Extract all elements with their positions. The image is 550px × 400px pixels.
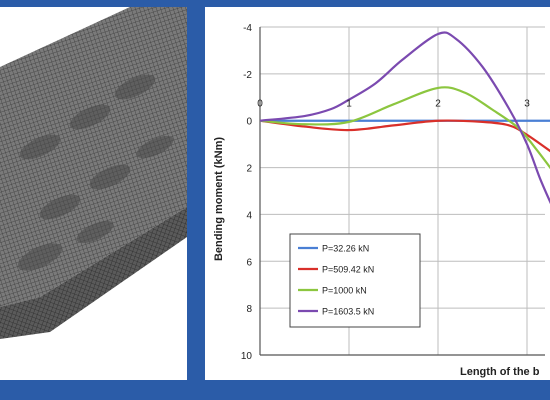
x-tick-label: 0 (257, 99, 263, 110)
x-tick-label: 3 (524, 99, 530, 110)
x-axis-title: Length of the b (460, 366, 540, 378)
y-tick-label: 0 (246, 117, 252, 128)
mesh-model-panel (0, 7, 187, 380)
y-tick-label: -2 (243, 70, 252, 81)
fe-mesh-model-image (0, 7, 187, 339)
x-tick-label: 1 (346, 99, 352, 110)
series-line-2 (260, 86, 550, 170)
legend-label: P=1000 kN (322, 286, 367, 296)
legend-label: P=1603.5 kN (322, 307, 374, 317)
y-tick-label: 4 (246, 210, 252, 221)
bending-moment-chart: -4 -2 0 2 4 6 8 10 0 1 2 3 Bending moment (kNm) Len… (213, 23, 550, 378)
y-tick-label: 2 (246, 164, 252, 175)
bending-moment-chart-panel: -4 -2 0 2 4 6 8 10 0 1 2 3 Bending moment (kNm) Len… (205, 7, 550, 380)
chart-ticks: -4 -2 0 2 4 6 8 10 0 1 2 3 (241, 23, 530, 362)
y-tick-label: -4 (243, 23, 252, 34)
legend-label: P=32.26 kN (322, 244, 369, 254)
y-axis-title: Bending moment (kNm) (213, 137, 225, 261)
y-tick-label: 6 (246, 257, 252, 268)
chart-legend: P=32.26 kN P=509.42 kN P=1000 kN P=1603.5 k… (289, 233, 421, 328)
x-tick-label: 2 (435, 99, 441, 110)
chart-series (260, 31, 550, 205)
y-tick-label: 10 (241, 351, 253, 362)
legend-label: P=509.42 kN (322, 265, 374, 275)
series-line-3 (260, 31, 550, 205)
y-tick-label: 8 (246, 304, 252, 315)
series-line-1 (260, 119, 550, 153)
